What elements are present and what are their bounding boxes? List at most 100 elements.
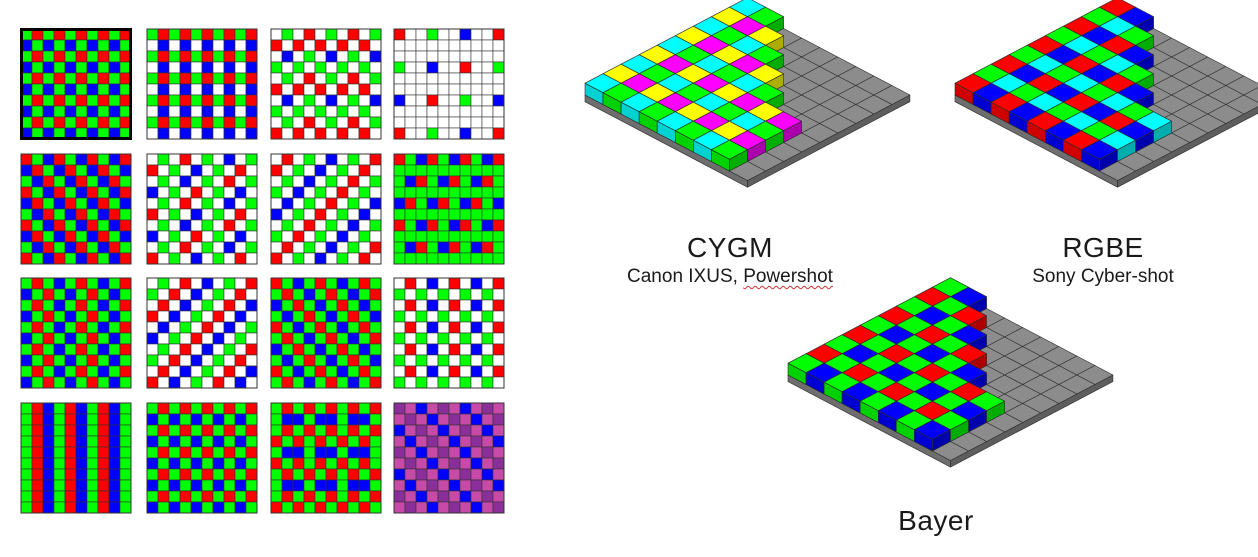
filter-cell: [481, 208, 494, 221]
filter-cell: [42, 354, 55, 367]
filter-cell: [481, 310, 494, 323]
filter-cell: [325, 424, 338, 437]
filter-cell: [358, 28, 371, 41]
filter-cell: [492, 105, 505, 118]
filter-cell: [201, 94, 214, 107]
filter-cell: [336, 39, 349, 52]
filter-cell: [448, 310, 461, 323]
filter-cell: [314, 252, 327, 265]
filter-cell: [53, 252, 66, 265]
filter-cell: [358, 376, 371, 389]
filter-cell: [53, 61, 66, 74]
filter-cell: [245, 457, 258, 470]
filter-cell: [42, 457, 55, 470]
filter-cell: [369, 219, 382, 232]
filter-cell: [393, 153, 406, 166]
filter-cell: [336, 413, 349, 426]
filter-cell: [459, 208, 472, 221]
filter-cell: [303, 277, 316, 290]
filter-cell: [358, 39, 371, 52]
filter-cell: [292, 28, 305, 41]
filter-cell: [325, 343, 338, 356]
filter-cell: [146, 39, 159, 52]
filter-cell: [64, 376, 77, 389]
filter-cell: [108, 219, 121, 232]
filter-cell: [168, 365, 181, 378]
filter-cell: [64, 277, 77, 290]
filter-cell: [53, 501, 66, 514]
filter-cell: [31, 332, 44, 345]
filter-cell: [157, 468, 170, 481]
filter-cell: [481, 252, 494, 265]
filter-cell: [437, 424, 450, 437]
filter-cell: [336, 457, 349, 470]
filter-cell: [86, 299, 99, 312]
filter-cell: [75, 435, 88, 448]
filter-cell: [42, 50, 55, 63]
filter-cell: [157, 376, 170, 389]
filter-cell: [415, 446, 428, 459]
filter-cell: [64, 490, 77, 503]
filter-cube-top: [914, 419, 951, 440]
filter-cell: [347, 321, 360, 334]
filter-cell: [212, 94, 225, 107]
filter-cell: [108, 39, 121, 52]
filter-cell: [369, 153, 382, 166]
filter-cell: [292, 310, 305, 323]
filter-cell: [325, 299, 338, 312]
filter-cell: [168, 105, 181, 118]
filter-cell: [336, 468, 349, 481]
filter-cell: [20, 277, 33, 290]
filter-cell: [369, 365, 382, 378]
filter-cell: [168, 446, 181, 459]
filter-cell: [336, 50, 349, 63]
filter-cell: [281, 501, 294, 514]
filter-cell: [64, 175, 77, 188]
filter-cell: [245, 479, 258, 492]
filter-cell: [245, 50, 258, 63]
filter-cell: [270, 153, 283, 166]
filter-cell: [448, 208, 461, 221]
filter-cell: [64, 479, 77, 492]
filter-cell: [201, 288, 214, 301]
filter-cell: [97, 343, 110, 356]
filter-cell: [303, 402, 316, 415]
filter-cell: [179, 186, 192, 199]
filter-cell: [42, 468, 55, 481]
filter-cell: [108, 72, 121, 85]
filter-cell: [146, 424, 159, 437]
filter-cell: [437, 105, 450, 118]
filter-cell: [168, 490, 181, 503]
filter-cell: [415, 376, 428, 389]
filter-cell: [157, 457, 170, 470]
filter-cell: [270, 208, 283, 221]
filter-cell: [448, 116, 461, 129]
filter-cell: [470, 28, 483, 41]
filter-cell: [270, 321, 283, 334]
filter-cell: [336, 219, 349, 232]
filter-cell: [369, 127, 382, 140]
filter-cell: [369, 39, 382, 52]
filter-cell: [108, 365, 121, 378]
filter-cell: [426, 241, 439, 254]
filter-cell: [31, 153, 44, 166]
filter-cell: [31, 376, 44, 389]
filter-cell: [369, 186, 382, 199]
filter-cell: [75, 50, 88, 63]
filter-cell: [20, 164, 33, 177]
filter-cell: [223, 299, 236, 312]
filter-cell: [303, 252, 316, 265]
filter-cell: [201, 479, 214, 492]
filter-cell: [245, 94, 258, 107]
filter-cell: [437, 83, 450, 96]
filter-cell: [168, 153, 181, 166]
filter-cell: [358, 501, 371, 514]
filter-cell: [303, 343, 316, 356]
filter-cell: [75, 310, 88, 323]
filter-cell: [336, 164, 349, 177]
filter-cell: [108, 310, 121, 323]
filter-cell: [97, 332, 110, 345]
filter-cell: [20, 197, 33, 210]
filter-cell: [470, 479, 483, 492]
filter-cell: [314, 153, 327, 166]
